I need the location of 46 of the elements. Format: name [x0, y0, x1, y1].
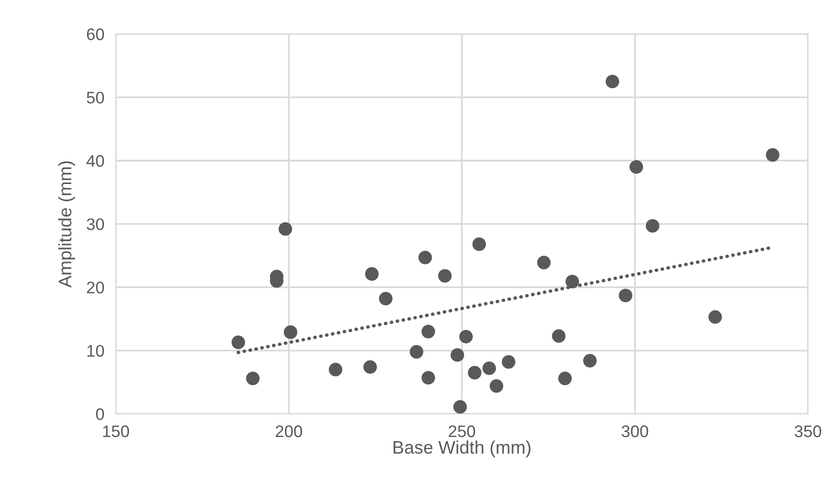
- point: [766, 148, 780, 162]
- x-axis-title: Base Width (mm): [394, 440, 530, 458]
- y-tick-label: 50: [86, 92, 104, 104]
- point: [363, 360, 377, 374]
- point: [459, 330, 473, 344]
- point: [606, 74, 620, 88]
- point: [618, 288, 632, 302]
- y-tick-label: 40: [86, 155, 104, 167]
- point: [378, 292, 392, 306]
- point: [453, 400, 467, 414]
- point: [482, 362, 496, 376]
- point: [646, 219, 660, 233]
- point: [583, 354, 597, 368]
- y-tick-label: 10: [87, 344, 104, 357]
- point: [232, 336, 246, 350]
- y-tick-label: 60: [86, 28, 104, 40]
- point: [422, 371, 436, 385]
- point: [438, 269, 452, 283]
- point: [410, 345, 424, 359]
- point: [472, 237, 486, 251]
- point: [558, 372, 572, 386]
- y-tick-label: 0: [96, 408, 104, 420]
- y-tick-label: 20: [86, 282, 104, 294]
- y-axis-title: Amplitude (mm): [58, 161, 76, 288]
- point: [328, 362, 342, 376]
- point: [365, 267, 379, 281]
- point: [284, 325, 298, 339]
- point: [418, 250, 432, 264]
- point: [502, 355, 516, 369]
- point: [566, 274, 580, 288]
- point: [246, 372, 260, 386]
- point: [630, 160, 644, 174]
- x-tick-label: 300: [622, 425, 648, 438]
- point: [537, 256, 551, 270]
- point: [552, 329, 566, 343]
- point: [468, 366, 482, 380]
- point: [490, 379, 504, 393]
- x-tick-label: 350: [794, 425, 822, 438]
- y-tick-label: 30: [86, 218, 104, 230]
- point: [278, 222, 292, 236]
- point: [450, 348, 464, 362]
- x-tick-label: 200: [276, 425, 302, 438]
- x-tick-label: 150: [103, 425, 130, 438]
- x-tick-label: 250: [448, 425, 476, 438]
- point: [708, 310, 722, 324]
- point: [422, 324, 436, 338]
